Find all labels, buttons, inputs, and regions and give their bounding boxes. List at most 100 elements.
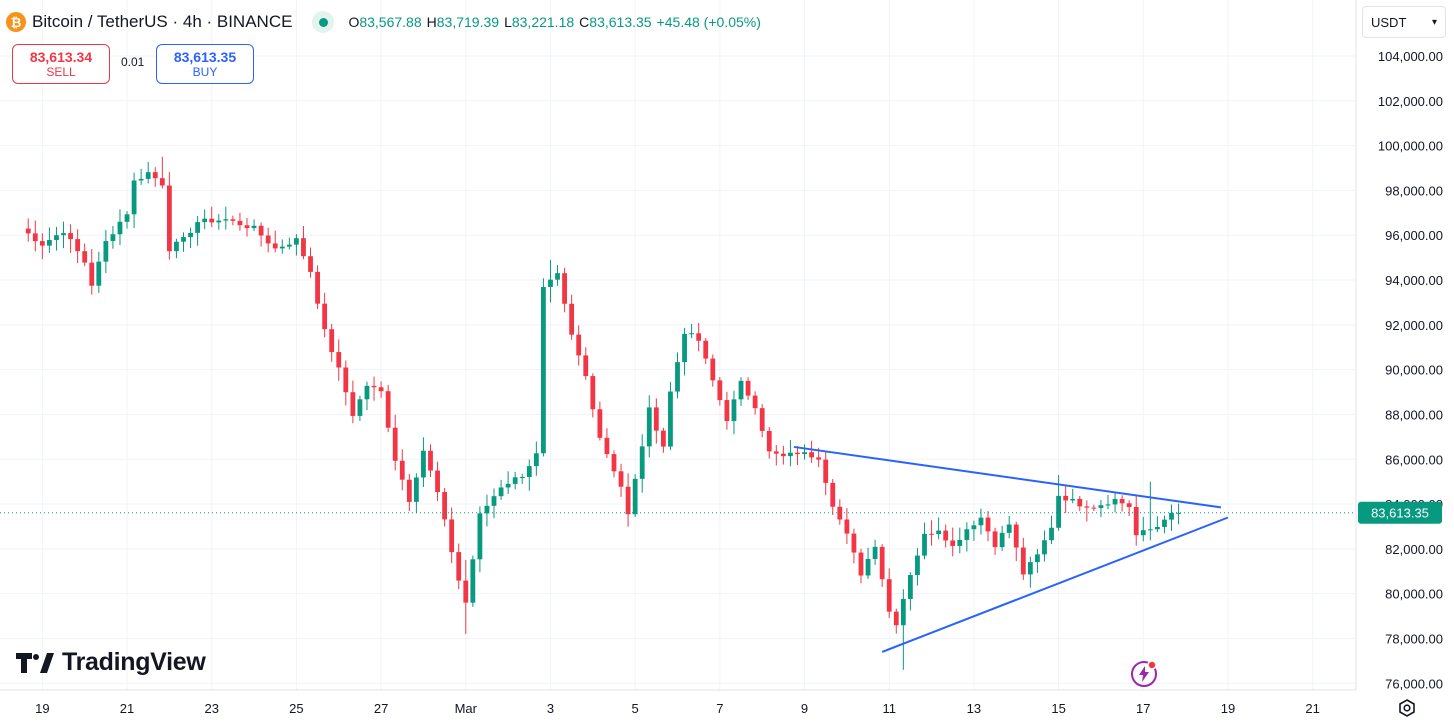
candle-body <box>1119 499 1125 504</box>
chevron-down-icon: ▾ <box>1431 16 1437 28</box>
candle-body <box>435 470 440 493</box>
candle-body <box>788 452 793 457</box>
candle-body <box>272 243 278 249</box>
candle-body <box>371 385 377 388</box>
candle-body <box>618 471 624 487</box>
time-tick-label: 21 <box>1305 701 1319 716</box>
candle-body <box>294 238 299 245</box>
low-value: 83,221.18 <box>511 14 575 30</box>
candle-body <box>653 407 659 431</box>
candle-body <box>399 460 405 480</box>
time-tick-label: 3 <box>547 701 554 716</box>
candle-body <box>682 333 687 363</box>
candle-body <box>223 219 229 221</box>
candle-body <box>752 395 758 409</box>
candle-body <box>110 234 116 242</box>
candle-body <box>992 531 998 548</box>
candle-body <box>413 477 419 502</box>
candle-body <box>131 180 137 215</box>
sell-button[interactable]: 83,613.34 SELL <box>12 44 110 84</box>
candle-body <box>893 611 899 626</box>
close-value: 83,613.35 <box>589 14 652 30</box>
buy-button[interactable]: 83,613.35 BUY <box>156 44 254 84</box>
time-axis[interactable]: 19 21 23 25 27 Mar 3 5 7 9 11 13 15 17 19 21 <box>0 689 1454 723</box>
candle-body <box>689 333 695 335</box>
candle-body <box>950 540 956 546</box>
candle-body <box>632 478 638 515</box>
candle-body <box>1147 529 1153 531</box>
candle-body <box>590 376 596 410</box>
candle-body <box>844 519 850 534</box>
time-tick-label: 27 <box>374 701 388 716</box>
candle-body <box>675 362 680 392</box>
candle-body <box>322 303 328 330</box>
candle-body <box>159 178 165 186</box>
buy-price: 83,613.35 <box>173 48 237 65</box>
candle-body <box>1063 495 1069 501</box>
candle-body <box>872 546 878 559</box>
candle-body <box>477 513 483 560</box>
candle-body <box>350 392 356 416</box>
candle-body <box>1020 547 1026 575</box>
candle-body <box>209 218 215 223</box>
candle-body <box>717 380 723 401</box>
candle-body <box>1112 499 1118 505</box>
candle-body <box>463 580 469 603</box>
candle-body <box>512 477 518 484</box>
candle-body <box>188 232 193 238</box>
candle-body <box>364 385 370 400</box>
market-status-indicator[interactable] <box>312 11 335 33</box>
candle-body <box>830 482 836 507</box>
candle-body <box>244 225 250 229</box>
candle-body <box>1077 498 1083 507</box>
candle-body <box>308 256 313 272</box>
candle-body <box>54 235 59 241</box>
sell-price: 83,613.34 <box>29 48 93 65</box>
candle-body <box>724 400 730 422</box>
trendlines[interactable] <box>793 445 1229 653</box>
tradingview-logo[interactable]: TradingView <box>16 648 206 677</box>
candle-body <box>1006 524 1012 533</box>
candle-body <box>336 352 342 368</box>
price-axis[interactable]: 76,000.0078,000.0080,000.0082,000.0084,0… <box>1355 0 1454 723</box>
triangle-trendline <box>793 445 1222 509</box>
candle-body <box>181 237 186 242</box>
candle-body <box>82 251 88 263</box>
open-value: 83,567.88 <box>359 14 422 30</box>
candle-body <box>152 172 158 179</box>
lightning-icon[interactable] <box>1130 660 1158 688</box>
high-label: H <box>426 14 437 30</box>
candle-body <box>329 329 335 353</box>
trade-panel: 83,613.34 SELL 0.01 83,613.35 BUY <box>0 42 270 86</box>
candle-body <box>103 241 109 262</box>
last-price-label: 83,613.35 <box>1371 506 1429 521</box>
candle-body <box>265 235 271 244</box>
candle-body <box>491 496 497 506</box>
candle-body <box>745 380 751 396</box>
currency-select[interactable]: USDT ▾ <box>1362 6 1446 38</box>
candle-body <box>1056 495 1061 528</box>
price-tick-label: 82,000.00 <box>1385 542 1443 557</box>
candle-body <box>900 598 906 626</box>
candle-body <box>879 546 885 580</box>
candle-body <box>449 519 455 553</box>
candle-body <box>936 530 942 535</box>
time-tick-label: 7 <box>716 701 723 716</box>
candle-body <box>286 244 292 247</box>
candle-body <box>611 454 617 472</box>
candle-body <box>456 552 462 581</box>
candle-body <box>1091 507 1097 509</box>
candle-body <box>576 334 582 356</box>
symbol-title[interactable]: Bitcoin / TetherUS · 4h · BINANCE <box>32 12 293 31</box>
low-label: L <box>504 14 512 30</box>
candle-body <box>1049 527 1054 541</box>
candle-body <box>343 367 349 393</box>
candle-body <box>660 430 666 447</box>
price-tick-label: 92,000.00 <box>1385 318 1443 333</box>
candle-body <box>957 539 963 546</box>
gear-icon[interactable] <box>1396 697 1418 719</box>
candle-body <box>555 273 560 280</box>
time-axis-bg <box>0 690 1454 723</box>
candle-body <box>985 517 991 532</box>
